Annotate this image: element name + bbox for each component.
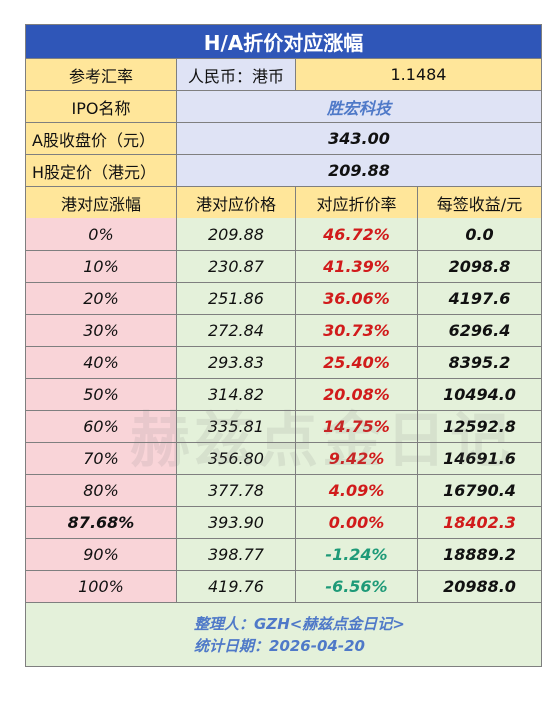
ipo-name: 胜宏科技 <box>176 91 541 122</box>
price-cell: 230.87 <box>176 251 295 282</box>
discount-cell: 0.00% <box>295 507 417 538</box>
table-row: 90% 398.77 -1.24% 18889.2 <box>26 538 541 570</box>
rise-cell: 30% <box>26 315 176 346</box>
discount-cell: -6.56% <box>295 571 417 602</box>
table-row: 50% 314.82 20.08% 10494.0 <box>26 378 541 410</box>
h-price-label: H股定价（港元） <box>26 155 176 186</box>
price-cell: 398.77 <box>176 539 295 570</box>
discount-cell: 36.06% <box>295 283 417 314</box>
rise-cell: 60% <box>26 411 176 442</box>
discount-cell: 14.75% <box>295 411 417 442</box>
rise-cell: 100% <box>26 571 176 602</box>
profit-cell: 4197.6 <box>417 283 541 314</box>
footer-date: 统计日期：2026-04-20 <box>194 636 365 655</box>
price-cell: 251.86 <box>176 283 295 314</box>
table-row: 80% 377.78 4.09% 16790.4 <box>26 474 541 506</box>
table-row: 10% 230.87 41.39% 2098.8 <box>26 250 541 282</box>
discount-cell: -1.24% <box>295 539 417 570</box>
header-profit: 每签收益/元 <box>417 187 541 218</box>
rise-cell: 10% <box>26 251 176 282</box>
rise-cell: 40% <box>26 347 176 378</box>
table-title-row: H/A折价对应涨幅 <box>26 25 541 58</box>
discount-cell: 41.39% <box>295 251 417 282</box>
price-cell: 393.90 <box>176 507 295 538</box>
table-row: 87.68% 393.90 0.00% 18402.3 <box>26 506 541 538</box>
rise-cell: 50% <box>26 379 176 410</box>
price-cell: 419.76 <box>176 571 295 602</box>
rise-cell: 0% <box>26 218 176 250</box>
table-title: H/A折价对应涨幅 <box>203 31 364 55</box>
data-rows: 0% 209.88 46.72% 0.0 10% 230.87 41.39% 2098.8 20… <box>26 218 541 602</box>
exchange-label: 参考汇率 <box>26 59 176 90</box>
a-close-value: 343.00 <box>176 123 541 154</box>
exchange-row: 参考汇率 人民币：港币 1.1484 <box>26 58 541 90</box>
rise-cell: 20% <box>26 283 176 314</box>
h-price-row: H股定价（港元） 209.88 <box>26 154 541 186</box>
ipo-label: IPO名称 <box>26 91 176 122</box>
table-row: 40% 293.83 25.40% 8395.2 <box>26 346 541 378</box>
table-row: 60% 335.81 14.75% 12592.8 <box>26 410 541 442</box>
table-row: 20% 251.86 36.06% 4197.6 <box>26 282 541 314</box>
discount-cell: 25.40% <box>295 347 417 378</box>
a-close-label: A股收盘价（元） <box>26 123 176 154</box>
exchange-pair: 人民币：港币 <box>176 59 295 90</box>
profit-cell: 12592.8 <box>417 411 541 442</box>
footer-compiler: 整理人：GZH<赫兹点金日记> <box>194 614 405 633</box>
rise-cell: 90% <box>26 539 176 570</box>
price-cell: 335.81 <box>176 411 295 442</box>
header-price: 港对应价格 <box>176 187 295 218</box>
profit-cell: 6296.4 <box>417 315 541 346</box>
rise-cell: 80% <box>26 475 176 506</box>
profit-cell: 0.0 <box>417 218 541 250</box>
rise-cell: 87.68% <box>26 507 176 538</box>
rise-cell: 70% <box>26 443 176 474</box>
profit-cell: 2098.8 <box>417 251 541 282</box>
discount-cell: 46.72% <box>295 218 417 250</box>
table-row: 30% 272.84 30.73% 6296.4 <box>26 314 541 346</box>
profit-cell: 16790.4 <box>417 475 541 506</box>
table-row: 100% 419.76 -6.56% 20988.0 <box>26 570 541 602</box>
price-cell: 209.88 <box>176 218 295 250</box>
h-price-value: 209.88 <box>176 155 541 186</box>
table-row: 70% 356.80 9.42% 14691.6 <box>26 442 541 474</box>
ha-discount-table: H/A折价对应涨幅 参考汇率 人民币：港币 1.1484 IPO名称 胜宏科技 … <box>25 24 542 667</box>
price-cell: 272.84 <box>176 315 295 346</box>
profit-cell: 10494.0 <box>417 379 541 410</box>
discount-cell: 9.42% <box>295 443 417 474</box>
discount-cell: 20.08% <box>295 379 417 410</box>
discount-cell: 4.09% <box>295 475 417 506</box>
exchange-value: 1.1484 <box>295 59 541 90</box>
price-cell: 314.82 <box>176 379 295 410</box>
price-cell: 356.80 <box>176 443 295 474</box>
price-cell: 377.78 <box>176 475 295 506</box>
header-discount: 对应折价率 <box>295 187 417 218</box>
profit-cell: 20988.0 <box>417 571 541 602</box>
header-rise: 港对应涨幅 <box>26 187 176 218</box>
a-close-row: A股收盘价（元） 343.00 <box>26 122 541 154</box>
header-row: 港对应涨幅 港对应价格 对应折价率 每签收益/元 <box>26 186 541 218</box>
footer: 整理人：GZH<赫兹点金日记> 统计日期：2026-04-20 <box>26 602 541 666</box>
price-cell: 293.83 <box>176 347 295 378</box>
ipo-row: IPO名称 胜宏科技 <box>26 90 541 122</box>
profit-cell: 14691.6 <box>417 443 541 474</box>
profit-cell: 18889.2 <box>417 539 541 570</box>
profit-cell: 8395.2 <box>417 347 541 378</box>
discount-cell: 30.73% <box>295 315 417 346</box>
profit-cell: 18402.3 <box>417 507 541 538</box>
table-row: 0% 209.88 46.72% 0.0 <box>26 218 541 250</box>
